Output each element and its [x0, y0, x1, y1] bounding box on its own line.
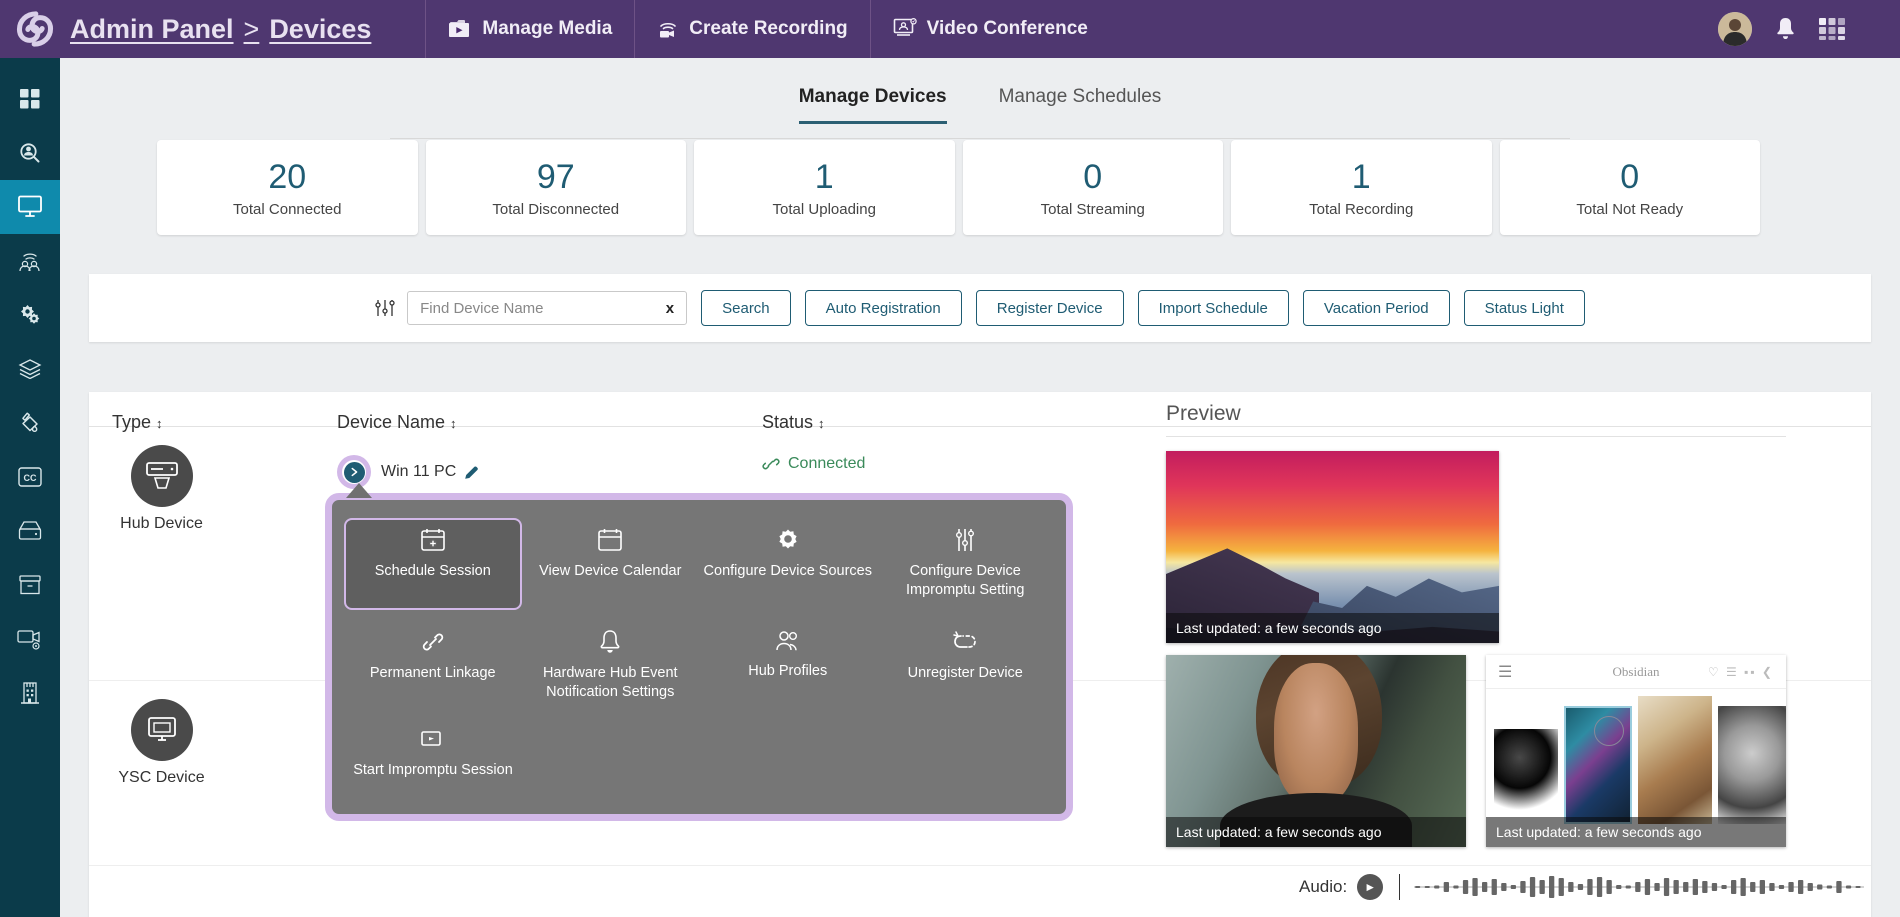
svg-text:CC: CC [24, 473, 37, 483]
